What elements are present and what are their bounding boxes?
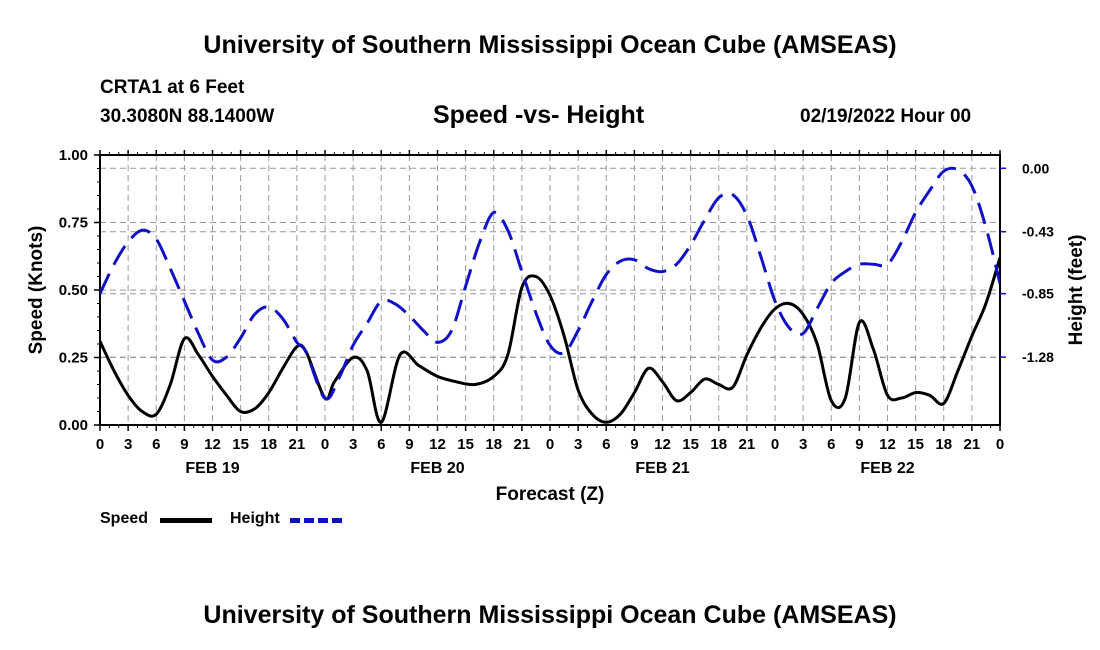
x-tick-label: 9 xyxy=(630,436,638,453)
x-tick-label: 9 xyxy=(405,436,413,453)
chart-grid xyxy=(100,155,1000,425)
x-tick-label: 0 xyxy=(771,436,779,453)
axis-ticks: 0 3 6 9 12 15 18 21 0 3 6 9 12 15 18 21 0 3 6 9 12 15 18 21 0 3 6 9… xyxy=(59,147,1054,477)
x-tick-label: 6 xyxy=(827,436,835,453)
x-tick-label: 0 xyxy=(996,436,1004,453)
y2-tick-label: -0.85 xyxy=(1022,286,1054,302)
y-tick-label: 0.00 xyxy=(59,417,88,434)
chart-title: Speed -vs- Height xyxy=(433,101,645,129)
page-title: University of Southern Mississippi Ocean… xyxy=(203,31,897,59)
x-tick-label: 9 xyxy=(855,436,863,453)
x-tick-label: 21 xyxy=(964,436,981,453)
page-footer-title: University of Southern Mississippi Ocean… xyxy=(203,601,897,629)
x-tick-label: 6 xyxy=(152,436,160,453)
y2-tick-label: -0.43 xyxy=(1022,224,1054,240)
y-tick-label: 0.75 xyxy=(59,215,88,232)
legend-speed-label: Speed xyxy=(100,510,149,527)
height-series-line xyxy=(100,166,1000,401)
y2-axis-label: Height (feet) xyxy=(1066,235,1087,346)
x-tick-label: 3 xyxy=(799,436,807,453)
legend-height-label: Height xyxy=(230,510,280,527)
x-tick-label: 0 xyxy=(96,436,104,453)
x-day-label: FEB 20 xyxy=(410,460,464,477)
x-tick-label: 6 xyxy=(602,436,610,453)
speed-height-chart: 0 3 6 9 12 15 18 21 0 3 6 9 12 15 18 21 0 3 6 9 12 15 18 21 0 3 6 9… xyxy=(26,147,1087,505)
x-tick-label: 15 xyxy=(457,436,474,453)
x-tick-label: 18 xyxy=(485,436,502,453)
x-tick-label: 15 xyxy=(232,436,249,453)
legend-speed-swatch xyxy=(160,518,212,523)
x-tick-label: 18 xyxy=(710,436,727,453)
x-tick-label: 0 xyxy=(321,436,329,453)
forecast-datetime: 02/19/2022 Hour 00 xyxy=(800,106,972,127)
y-axis-label: Speed (Knots) xyxy=(26,226,47,355)
x-tick-label: 9 xyxy=(180,436,188,453)
x-day-label: FEB 22 xyxy=(860,460,914,477)
chart-series xyxy=(100,166,1000,424)
x-tick-label: 12 xyxy=(429,436,446,453)
x-day-label: FEB 21 xyxy=(635,460,689,477)
x-tick-label: 21 xyxy=(289,436,306,453)
x-axis-label: Forecast (Z) xyxy=(496,484,605,505)
x-tick-label: 12 xyxy=(204,436,221,453)
y2-tick-label: -1.28 xyxy=(1022,349,1054,365)
x-day-label: FEB 19 xyxy=(185,460,239,477)
x-tick-label: 0 xyxy=(546,436,554,453)
x-tick-label: 3 xyxy=(574,436,582,453)
speed-series-line xyxy=(100,257,1000,424)
x-tick-label: 6 xyxy=(377,436,385,453)
station-name: CRTA1 at 6 Feet xyxy=(100,77,245,98)
y-tick-label: 1.00 xyxy=(59,147,88,164)
x-tick-label: 18 xyxy=(935,436,952,453)
x-tick-label: 12 xyxy=(879,436,896,453)
x-tick-label: 21 xyxy=(514,436,531,453)
y-tick-label: 0.50 xyxy=(59,282,88,299)
x-tick-label: 3 xyxy=(124,436,132,453)
legend-height-swatch xyxy=(290,518,342,523)
x-tick-label: 15 xyxy=(682,436,699,453)
station-coordinates: 30.3080N 88.1400W xyxy=(100,106,275,127)
y2-tick-label: 0.00 xyxy=(1022,160,1049,176)
x-tick-label: 21 xyxy=(739,436,756,453)
x-tick-label: 18 xyxy=(260,436,277,453)
x-tick-label: 3 xyxy=(349,436,357,453)
x-tick-label: 12 xyxy=(654,436,671,453)
y-tick-label: 0.25 xyxy=(59,350,88,367)
x-tick-label: 15 xyxy=(907,436,924,453)
